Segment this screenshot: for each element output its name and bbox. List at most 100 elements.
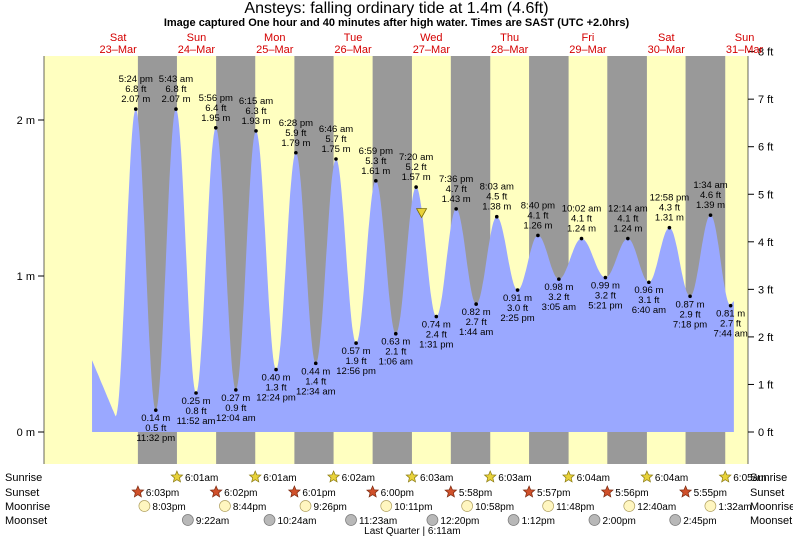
sunrise-icon bbox=[170, 470, 184, 483]
low-tide-label: 12:34 am bbox=[296, 386, 336, 397]
high-tide-label: 10:02 am bbox=[562, 204, 602, 215]
high-tide-label: 12:14 am bbox=[608, 204, 648, 215]
high-tide-label: 2.07 m bbox=[121, 94, 150, 105]
day-date: 27–Mar bbox=[413, 44, 451, 56]
sunset-icon bbox=[366, 485, 380, 498]
low-tide-label: 1.3 ft bbox=[265, 383, 286, 394]
day-date: 28–Mar bbox=[491, 44, 529, 56]
sunrise-icon bbox=[483, 470, 497, 483]
low-tide-label: 12:24 pm bbox=[256, 393, 296, 404]
low-tide-label: 1.9 ft bbox=[346, 356, 367, 367]
low-tide-point bbox=[647, 280, 651, 285]
high-tide-label: 1.24 m bbox=[613, 224, 642, 235]
moonrise-icon bbox=[138, 500, 151, 512]
low-tide-label: 0.81 m bbox=[716, 309, 745, 320]
sunrise-time: 6:01am bbox=[263, 473, 296, 484]
low-tide-point bbox=[274, 367, 278, 372]
high-tide-label: 4.6 ft bbox=[700, 190, 721, 201]
low-tide-label: 1:06 am bbox=[379, 357, 413, 368]
high-tide-label: 5:24 pm bbox=[119, 74, 153, 85]
day-date: 30–Mar bbox=[648, 44, 686, 56]
sunset-icon bbox=[444, 485, 458, 498]
sunrise-icon bbox=[640, 470, 654, 483]
low-tide-label: 0.9 ft bbox=[225, 403, 246, 414]
low-tide-label: 0.74 m bbox=[422, 320, 451, 331]
moonset-icon bbox=[426, 514, 439, 526]
moon-phase-label: Last Quarter | 6:11am bbox=[364, 526, 460, 537]
low-tide-label: 0.27 m bbox=[221, 393, 250, 404]
high-tide-label: 1:34 am bbox=[693, 180, 727, 191]
low-tide-label: 0.96 m bbox=[634, 285, 663, 296]
day-date: 26–Mar bbox=[334, 44, 372, 56]
high-tide-label: 7:36 pm bbox=[439, 174, 473, 185]
moonset-time: 1:12pm bbox=[522, 516, 555, 527]
moonset-time: 10:24am bbox=[278, 516, 317, 527]
y-axis-left: 0 m 1 m 2 m bbox=[17, 56, 45, 464]
high-tide-label: 5.9 ft bbox=[285, 128, 306, 139]
low-tide-label: 3:05 am bbox=[542, 302, 576, 313]
moonset-time: 2:45pm bbox=[683, 516, 716, 527]
sunset-row-label-left: Sunset bbox=[5, 487, 39, 499]
high-tide-label: 6:46 am bbox=[319, 124, 353, 135]
day-name: Fri bbox=[582, 32, 595, 44]
high-tide-point bbox=[174, 107, 178, 111]
moonset-icon bbox=[588, 514, 601, 526]
low-tide-label: 0.40 m bbox=[262, 373, 291, 384]
high-tide-label: 6.3 ft bbox=[245, 106, 266, 117]
sunrise-icon bbox=[562, 470, 576, 483]
day-name: Wed bbox=[420, 32, 442, 44]
high-tide-label: 1.61 m bbox=[361, 166, 390, 177]
high-tide-point bbox=[708, 213, 713, 217]
low-tide-label: 2.7 ft bbox=[466, 317, 487, 328]
low-tide-label: 1.4 ft bbox=[305, 376, 326, 387]
moonrise-time: 11:48pm bbox=[556, 502, 594, 513]
high-tide-point bbox=[254, 129, 258, 133]
low-tide-point bbox=[434, 314, 439, 319]
sunrise-time: 6:02am bbox=[342, 473, 375, 484]
moonrise-time: 8:03pm bbox=[152, 502, 185, 513]
moonrise-time: 9:26pm bbox=[314, 502, 347, 513]
high-tide-point bbox=[294, 150, 298, 155]
sunrise-row-label-left: Sunrise bbox=[5, 472, 42, 484]
low-tide-label: 11:32 pm bbox=[136, 433, 175, 444]
y-tick-label-right: 0 ft bbox=[758, 427, 773, 439]
high-tide-label: 5:43 am bbox=[159, 74, 193, 85]
moonset-time: 12:20pm bbox=[440, 516, 479, 527]
high-tide-point bbox=[626, 236, 630, 241]
low-tide-label: 0.63 m bbox=[381, 337, 410, 348]
high-tide-point bbox=[374, 179, 378, 183]
sunrise-time: 6:01am bbox=[185, 473, 218, 484]
low-tide-label: 3.1 ft bbox=[638, 295, 659, 306]
high-tide-label: 4.1 ft bbox=[617, 214, 638, 225]
low-tide-point bbox=[688, 294, 692, 299]
high-tide-label: 1.24 m bbox=[567, 224, 596, 235]
low-tide-point bbox=[393, 331, 398, 336]
moonset-icon bbox=[669, 514, 682, 526]
low-tide-label: 0.5 ft bbox=[145, 423, 166, 434]
day-date: 31–Mar bbox=[726, 44, 764, 56]
low-tide-point bbox=[728, 303, 733, 308]
low-tide-point bbox=[153, 408, 158, 412]
low-tide-label: 12:04 am bbox=[216, 413, 256, 424]
sunset-icon bbox=[209, 485, 223, 498]
moonrise-row-label-left: Moonrise bbox=[5, 501, 50, 513]
high-tide-label: 1.39 m bbox=[696, 200, 725, 211]
high-tide-label: 6.4 ft bbox=[205, 103, 226, 114]
current-tide-marker bbox=[415, 208, 428, 219]
moonrise-time: 8:44pm bbox=[233, 502, 266, 513]
moonset-row-label-right: Moonset bbox=[750, 515, 792, 527]
day-date: 29–Mar bbox=[569, 44, 607, 56]
high-tide-label: 1.75 m bbox=[321, 144, 350, 155]
moonset-time: 11:23am bbox=[359, 516, 397, 527]
day-name: Sat bbox=[110, 32, 127, 44]
sunset-row-label-right: Sunset bbox=[750, 487, 784, 499]
high-tide-label: 8:03 am bbox=[480, 182, 514, 193]
moonset-icon bbox=[507, 514, 520, 526]
low-tide-label: 0.8 ft bbox=[185, 406, 206, 417]
day-date: 23–Mar bbox=[100, 44, 138, 56]
y-tick-label-right: 5 ft bbox=[758, 189, 773, 201]
high-tide-label: 5.2 ft bbox=[406, 162, 427, 173]
high-tide-point bbox=[536, 233, 540, 238]
sunset-icon bbox=[522, 485, 536, 498]
